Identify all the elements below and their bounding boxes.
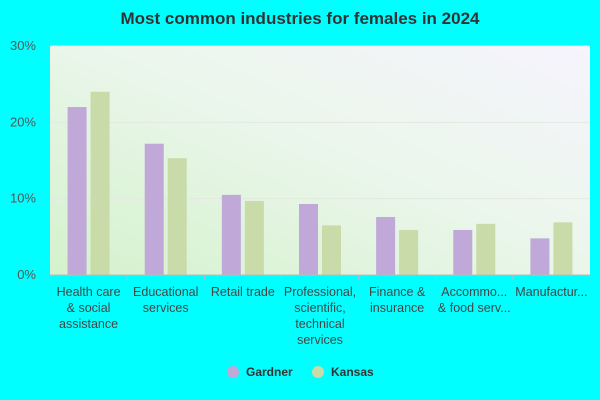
bar-kansas	[476, 223, 496, 275]
x-category-label: Finance & insurance	[369, 285, 426, 315]
bar-gardner	[299, 204, 318, 275]
y-axis: 0% 10% 20% 30%	[10, 38, 36, 282]
bar-kansas	[322, 225, 341, 275]
gridlines	[50, 45, 590, 200]
x-category-label-line: & social	[67, 301, 111, 315]
bar-kansas	[167, 158, 187, 275]
x-category-label-line: & food serv...	[438, 301, 511, 315]
x-category-label-line: Finance &	[369, 285, 426, 299]
legend-swatch-gardner	[227, 366, 239, 378]
x-category-label-line: assistance	[59, 317, 118, 331]
y-tick-label: 20%	[10, 114, 36, 129]
x-category-label: Professional, scientific, technical service…	[284, 285, 356, 347]
x-category-label-line: Manufactur...	[515, 285, 587, 299]
x-category-label-line: Accommo...	[441, 285, 507, 299]
bar-gardner	[376, 216, 396, 275]
bar-gardner	[530, 238, 550, 275]
x-category-label: Accommo... & food serv...	[438, 285, 511, 315]
x-category-label-line: services	[297, 333, 343, 347]
x-category-label-line: Educational	[133, 285, 198, 299]
y-tick-label: 30%	[10, 38, 36, 53]
x-category-label-line: Retail trade	[211, 285, 275, 299]
bar-kansas	[399, 229, 419, 275]
bar-kansas	[553, 222, 573, 275]
bar-kansas	[90, 91, 110, 275]
x-category-label-line: scientific,	[294, 301, 345, 315]
legend-label-kansas: Kansas	[331, 365, 374, 379]
x-category-label: Retail trade	[211, 285, 275, 299]
x-category-label-line: technical	[295, 317, 344, 331]
x-category-label: Educational services	[133, 285, 198, 315]
bar-gardner	[221, 194, 241, 275]
x-category-label: Manufactur...	[515, 285, 587, 299]
bar-gardner	[67, 107, 87, 275]
x-category-label-line: services	[143, 301, 189, 315]
y-tick-label: 10%	[10, 191, 36, 206]
y-tick-label: 0%	[17, 267, 36, 282]
bars	[67, 91, 573, 275]
legend-swatch-kansas	[312, 366, 324, 378]
plot-area	[50, 46, 590, 275]
legend-label-gardner: Gardner	[246, 365, 293, 379]
bar-kansas	[244, 200, 264, 275]
x-category-label-line: insurance	[370, 301, 424, 315]
chart-title: Most common industries for females in 20…	[121, 9, 481, 28]
x-axis: Health care & social assistance Educational…	[57, 275, 588, 347]
bar-gardner	[453, 229, 473, 275]
legend: Gardner Kansas	[227, 365, 374, 379]
x-category-label-line: Professional,	[284, 285, 356, 299]
bar-gardner	[144, 143, 164, 275]
x-category-label: Health care & social assistance	[57, 285, 121, 331]
x-category-label-line: Health care	[57, 285, 121, 299]
